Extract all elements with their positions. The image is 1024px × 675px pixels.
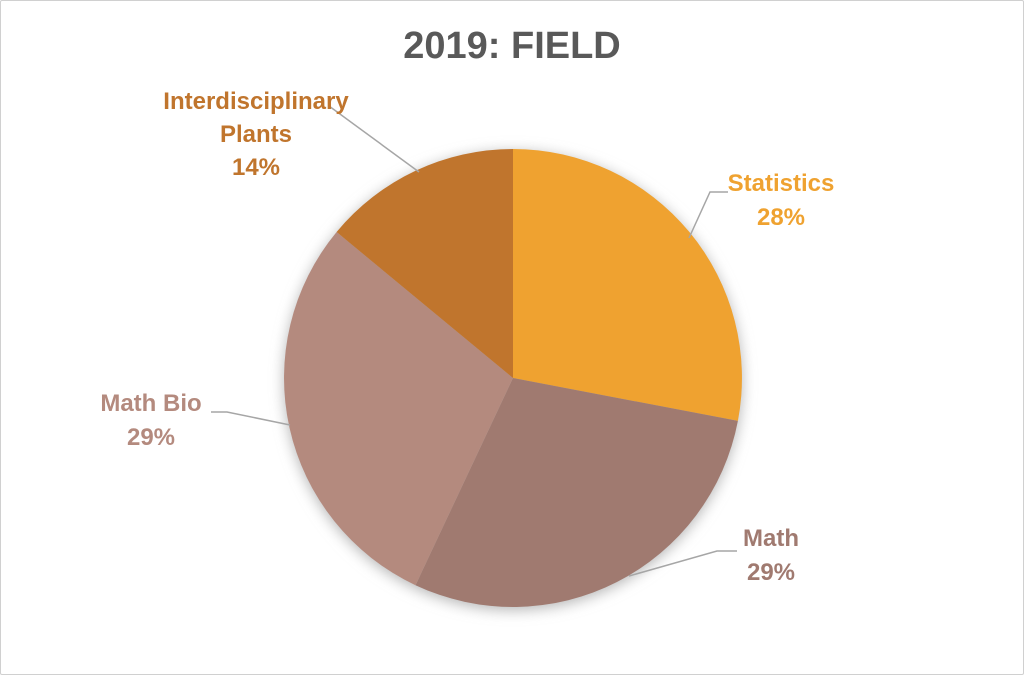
data-label-category: Statistics [727,170,835,197]
data-label-category: Math Bio [100,390,202,417]
chart-title: 2019: FIELD [403,25,621,67]
data-label-interdisciplinary-plants: Interdisciplinary Plants 14% [131,85,381,184]
data-label-statistics: Statistics 28% [696,167,866,235]
leader-line-math-bio [211,411,291,426]
data-label-value: 29% [126,424,176,451]
data-label-category: Math [743,525,799,552]
pie-slice-statistics[interactable] [513,149,742,421]
data-label-value: 28% [756,204,806,231]
data-label-value: 29% [746,559,796,586]
data-label-category: Plants [219,121,293,148]
pie-slice-interdisciplinary-plants[interactable] [336,149,513,378]
data-label-category: Interdisciplinary [163,88,349,115]
leader-line-math [628,550,737,577]
data-label-math-bio: Math Bio 29% [61,387,241,455]
pie-slice-math[interactable] [415,378,738,607]
data-label-value: 14% [231,154,281,181]
leader-line-statistics [688,191,728,239]
data-label-math: Math 29% [691,522,851,590]
pie-slice-math-bio[interactable] [284,232,513,586]
leader-line-interdisciplinary-plants [328,105,420,173]
